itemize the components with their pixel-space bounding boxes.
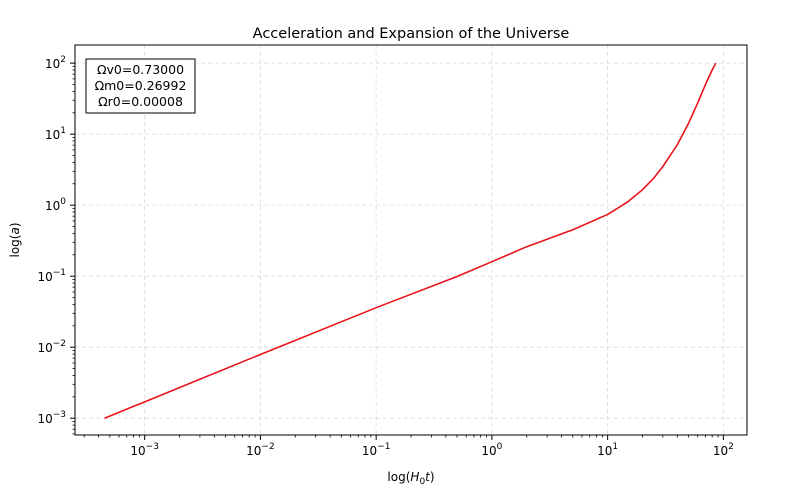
y-axis-title: log(a): [8, 222, 22, 257]
plot-lines: [104, 62, 717, 419]
x-tick-label: 102: [713, 442, 734, 458]
x-tick-label: 10−2: [246, 442, 275, 458]
x-axis-title: log(H0t): [387, 470, 434, 487]
x-tick-label: 101: [597, 442, 618, 458]
annotation-line-omega-r: Ωr0=0.00008: [98, 94, 183, 109]
y-tick-label: 10−3: [37, 410, 66, 426]
y-tick-label: 101: [45, 126, 66, 142]
y-tick-label: 10−2: [37, 339, 66, 355]
annotation-line-omega-m: Ωm0=0.26992: [95, 78, 187, 93]
annotation-line-omega-v: Ωv0=0.73000: [97, 62, 184, 77]
annotation-frame: [85, 58, 196, 114]
x-tick-label: 10−1: [362, 442, 391, 458]
grid: [75, 45, 747, 435]
x-tick-label: 10−3: [130, 442, 159, 458]
series-line: [104, 62, 717, 419]
ticks: [70, 62, 724, 440]
tick-labels: 10−3 10−2 10−1 100 101 102 10−3 10−2 10−1 100 101 1…: [37, 55, 733, 458]
chart-title: Acceleration and Expansion of the Univer…: [253, 26, 570, 42]
y-tick-label: 102: [45, 55, 66, 71]
parameter-annotation-box: Ωv0=0.73000 Ωm0=0.26992 Ωr0=0.00008: [85, 58, 196, 114]
y-tick-label: 100: [45, 197, 66, 213]
y-tick-label: 10−1: [37, 268, 66, 284]
x-tick-label: 100: [481, 442, 502, 458]
